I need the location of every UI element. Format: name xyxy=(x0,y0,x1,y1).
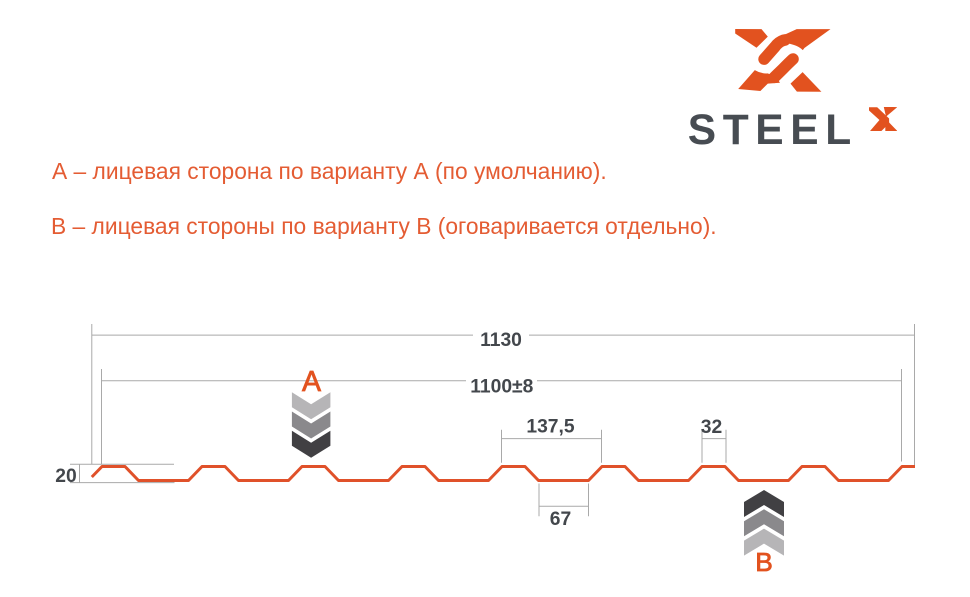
svg-text:67: 67 xyxy=(550,509,571,530)
svg-text:1100±8: 1100±8 xyxy=(470,376,533,397)
svg-text:137,5: 137,5 xyxy=(526,416,575,437)
svg-text:20: 20 xyxy=(55,466,76,487)
svg-text:А: А xyxy=(302,366,321,398)
svg-text:В: В xyxy=(755,547,773,577)
svg-text:32: 32 xyxy=(701,417,722,438)
svg-text:1130: 1130 xyxy=(480,330,522,351)
